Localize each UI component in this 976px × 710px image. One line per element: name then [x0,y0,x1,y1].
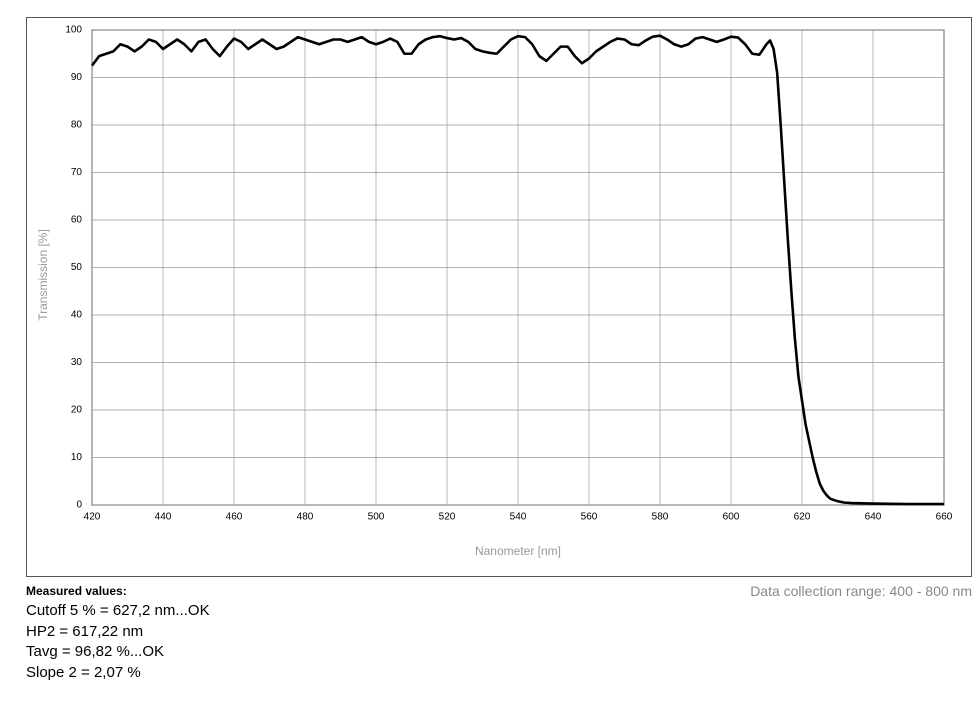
frame [26,17,972,577]
x-tick-label: 600 [723,512,740,523]
x-tick-label: 520 [439,512,456,523]
y-tick-label: 80 [71,120,83,131]
x-tick-label: 500 [368,512,385,523]
measured-line: Slope 2 = 2,07 % [26,663,141,681]
x-tick-label: 560 [581,512,598,523]
measured-line: Tavg = 96,82 %...OK [26,643,164,660]
y-axis-label: Transmission [%] [36,229,50,321]
y-tick-label: 60 [71,215,83,226]
y-tick-label: 0 [76,500,82,511]
y-tick-label: 90 [71,72,83,83]
x-tick-label: 440 [155,512,172,523]
chart: Nanometer [nm] Transmission [%] 0 10 20 30 4… [26,17,972,577]
y-tick-label: 70 [71,167,83,178]
x-tick-label: 480 [297,512,314,523]
measured-heading: Measured values: [26,584,127,598]
x-tick-label: 460 [226,512,243,523]
measured-line: Cutoff 5 % = 627,2 nm...OK [26,602,210,619]
range-note: Data collection range: 400 - 800 nm [750,583,972,599]
y-tick-label: 50 [71,262,83,273]
y-tick-label: 20 [71,405,83,416]
x-tick-label: 640 [865,512,882,523]
measured-line: HP2 = 617,22 nm [26,622,144,640]
y-tick-label: 100 [65,25,82,36]
x-tick-label: 660 [936,512,953,523]
transmission-line [90,34,944,506]
x-axis-label: Nanometer [nm] [475,544,561,558]
y-tick-label: 10 [71,452,83,463]
x-tick-label: 580 [652,512,669,523]
y-tick-label: 30 [71,357,83,368]
x-tick-label: 620 [794,512,811,523]
x-tick-label: 420 [84,512,101,523]
x-tick-label: 540 [510,512,527,523]
measured-values: Measured values: Cutoff 5 % = 627,2 nm..… [26,584,210,683]
y-tick-label: 40 [71,310,83,321]
